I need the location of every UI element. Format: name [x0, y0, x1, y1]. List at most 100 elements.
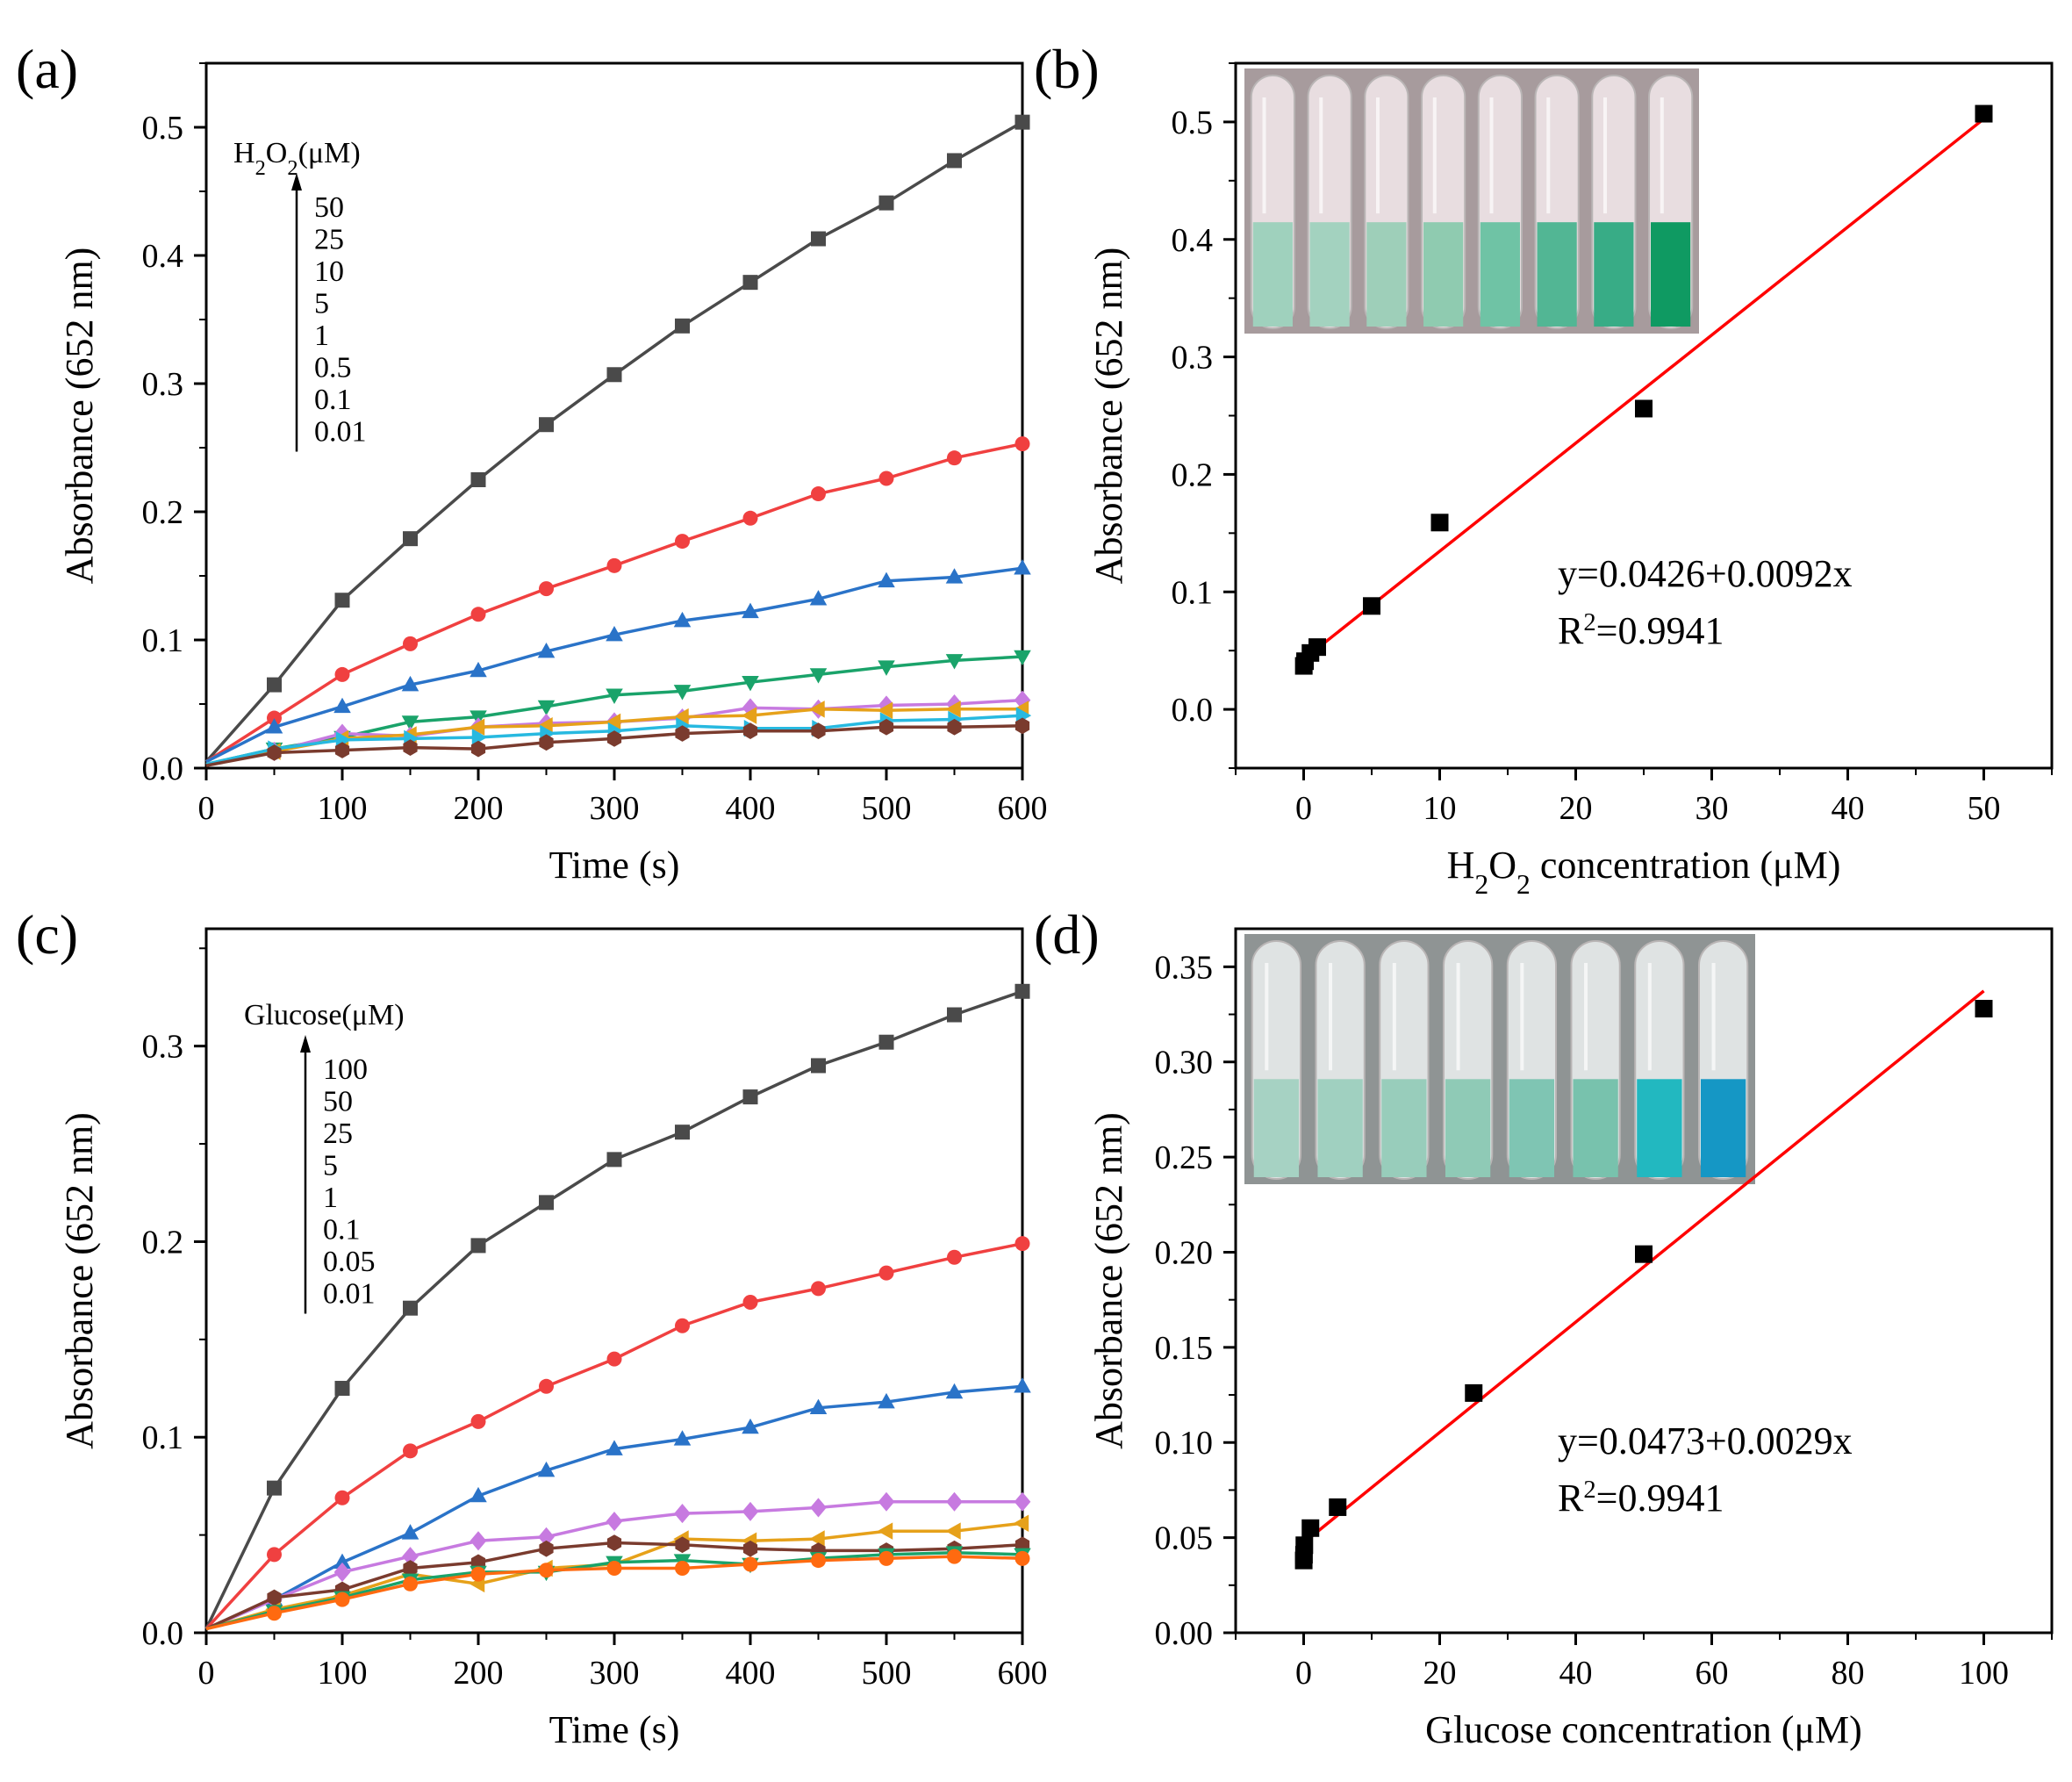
- data-point: [673, 1430, 692, 1446]
- y-tick-label: 0.00: [1155, 1615, 1214, 1652]
- data-point: [811, 1553, 826, 1569]
- label-text: (μM): [298, 137, 361, 169]
- x-tick-label: 300: [590, 790, 640, 827]
- y-tick-label: 0.3: [1172, 340, 1214, 377]
- chem-symbol: H: [233, 137, 255, 169]
- data-point: [539, 1195, 554, 1211]
- data-point: [675, 1536, 690, 1554]
- data-point: [811, 722, 826, 739]
- data-point: [605, 713, 621, 731]
- x-tick-label: 500: [862, 1655, 912, 1692]
- data-point: [675, 534, 690, 550]
- data-point: [334, 1490, 350, 1505]
- tube-liquid: [1509, 1079, 1555, 1177]
- legend-entry: 50: [323, 1086, 353, 1118]
- data-point: [606, 1534, 622, 1551]
- legend-entry: 0.01: [314, 416, 367, 449]
- chem-symbol: H: [1447, 844, 1475, 887]
- data-point: [606, 557, 622, 573]
- data-point: [470, 661, 487, 678]
- data-point: [675, 725, 690, 742]
- tube-liquid: [1381, 1079, 1427, 1177]
- series-25: [205, 1377, 1031, 1631]
- data-point: [606, 625, 623, 642]
- data-point: [878, 1392, 895, 1409]
- data-point: [403, 1560, 418, 1577]
- data-point: [403, 531, 418, 547]
- data-point: [1014, 650, 1031, 666]
- data-point: [334, 1592, 350, 1607]
- data-point: [403, 739, 418, 756]
- x-tick-label: 50: [1968, 790, 2001, 827]
- data-point: [539, 581, 554, 597]
- data-point: [947, 718, 962, 736]
- data-point: [1014, 1550, 1030, 1566]
- data-point: [742, 1556, 758, 1572]
- data-point: [606, 1511, 623, 1532]
- subscript: 2: [287, 156, 298, 180]
- legend-arrow-head: [291, 173, 302, 190]
- data-point: [1975, 1000, 1993, 1018]
- x-tick-label: 100: [318, 790, 368, 827]
- y-tick-label: 0.35: [1155, 949, 1214, 986]
- data-point: [945, 1522, 961, 1540]
- data-point: [1295, 1536, 1314, 1555]
- data-point: [742, 1540, 758, 1557]
- data-point: [742, 1418, 759, 1434]
- y-tick-label: 0.0: [1172, 692, 1214, 729]
- x-tick-label: 500: [862, 790, 912, 827]
- data-point: [470, 1238, 486, 1254]
- series-0.1: [205, 1534, 1030, 1631]
- subscript: 2: [1474, 869, 1488, 900]
- data-point: [947, 153, 962, 169]
- data-point: [945, 654, 964, 670]
- data-point: [947, 450, 962, 466]
- y-tick-label: 0.1: [142, 622, 184, 659]
- y-tick-label: 0.5: [1172, 104, 1214, 141]
- data-point: [470, 740, 486, 758]
- data-point: [947, 1007, 962, 1023]
- x-tick-label: 20: [1423, 1655, 1457, 1692]
- photo-inset: [1244, 934, 1755, 1184]
- data-point: [742, 510, 758, 526]
- y-tick-label: 0.2: [142, 494, 184, 531]
- legend-entry: 5: [314, 288, 329, 320]
- data-point: [675, 318, 690, 334]
- data-point: [945, 701, 961, 718]
- data-point: [267, 710, 282, 726]
- data-point: [470, 1566, 486, 1582]
- chem-symbol: O: [1488, 844, 1516, 887]
- y-tick-label: 0.4: [142, 238, 184, 275]
- y-tick-label: 0.1: [142, 1419, 184, 1456]
- y-tick-label: 0.10: [1155, 1425, 1214, 1462]
- data-point: [742, 1295, 758, 1311]
- series-5: [205, 650, 1031, 766]
- data-point: [1308, 638, 1326, 657]
- fit-line: [1302, 989, 1985, 1544]
- data-point: [403, 1300, 418, 1316]
- x-tick-label: 40: [1559, 1655, 1593, 1692]
- x-tick-label: 600: [998, 790, 1048, 827]
- tube-liquid: [1253, 1079, 1300, 1177]
- y-tick-label: 0.0: [142, 1615, 184, 1652]
- x-tick-label: 200: [454, 790, 504, 827]
- tube-liquid: [1445, 1079, 1491, 1177]
- data-point: [1014, 114, 1030, 130]
- data-point: [1014, 1377, 1031, 1393]
- data-point: [333, 697, 351, 714]
- fit-equation: y=0.0426+0.0092x: [1558, 552, 1853, 595]
- legend-entry: 5: [323, 1150, 338, 1182]
- legend-entry: 0.01: [323, 1278, 376, 1311]
- data-point: [537, 642, 556, 658]
- y-tick-label: 0.3: [142, 1029, 184, 1066]
- legend-entry: 25: [323, 1117, 353, 1150]
- data-point: [267, 744, 282, 761]
- data-point: [1013, 1514, 1029, 1533]
- subscript: 2: [1516, 869, 1531, 900]
- label-text: concentration (μM): [1531, 844, 1840, 887]
- data-point: [809, 701, 825, 718]
- x-tick-label: 100: [318, 1655, 368, 1692]
- data-point: [675, 1560, 690, 1576]
- tube-liquid: [1366, 222, 1407, 327]
- data-point: [606, 1560, 622, 1576]
